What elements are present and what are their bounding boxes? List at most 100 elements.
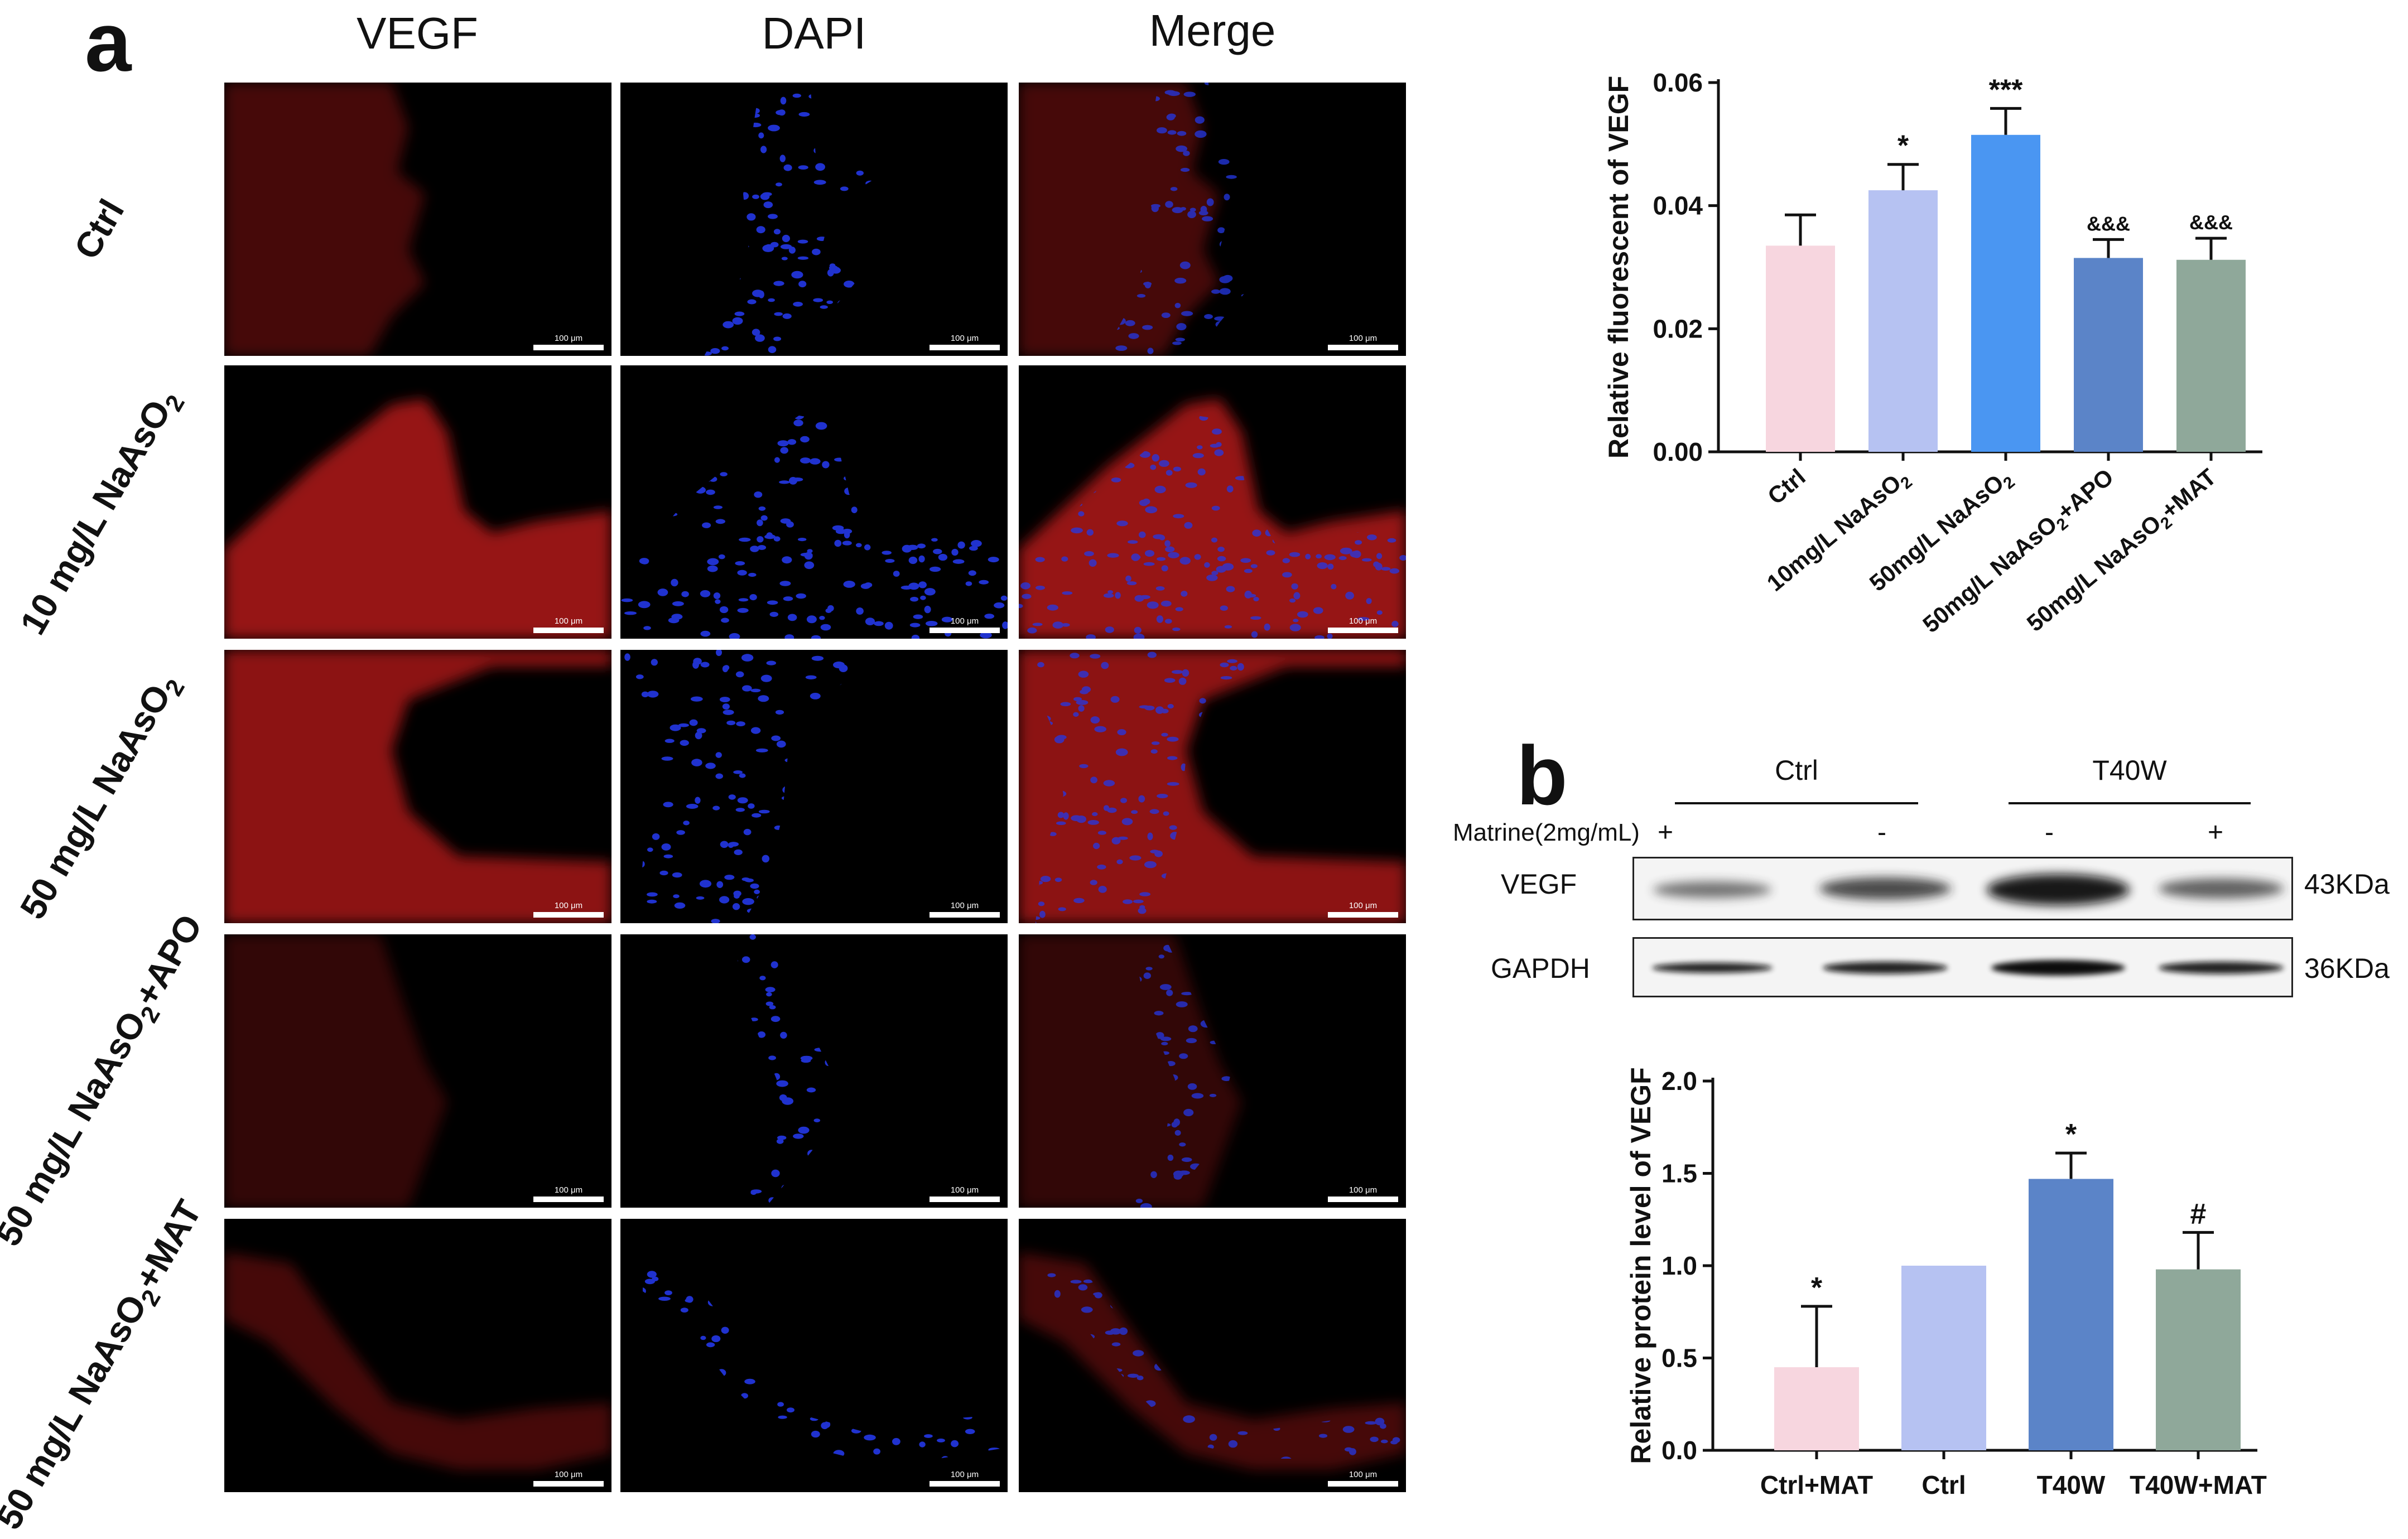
scale-bar-label: 100 μm	[554, 1185, 583, 1195]
y-axis-label: Relative protein level of VEGF	[1625, 1067, 1656, 1464]
scale-bar: 100 μm	[930, 334, 1000, 350]
significance-label-1: *	[1811, 1272, 1823, 1304]
micrograph-vegf-row-5: 100 μm	[224, 1219, 611, 1492]
micrograph-vegf-row-1: 100 μm	[224, 83, 611, 356]
scale-bar: 100 μm	[1328, 901, 1398, 918]
band-gapdh-1	[1652, 963, 1773, 973]
scale-bar: 100 μm	[1328, 616, 1398, 633]
bar-1	[1766, 245, 1835, 452]
category-label-4: T40W+MAT	[2130, 1470, 2267, 1499]
micrograph-dapi-row-4: 100 μm	[620, 934, 1008, 1208]
y-tick-label: 0.04	[1653, 191, 1703, 220]
significance-label-2: *	[1897, 130, 1909, 162]
significance-label-4: &&&	[2087, 212, 2130, 235]
scale-bar: 100 μm	[533, 1185, 604, 1202]
panel-a-letter: a	[85, 0, 132, 89]
scale-bar-label: 100 μm	[1349, 901, 1378, 910]
bar-4	[2074, 258, 2143, 452]
band-gapdh-4	[2159, 962, 2284, 974]
group-label-ctrl: Ctrl	[1775, 755, 1818, 786]
category-label-2: Ctrl	[1921, 1470, 1966, 1499]
scale-bar: 100 μm	[930, 1185, 1000, 1202]
treatment-sign-2: -	[1877, 818, 1886, 847]
micrograph-dapi-row-3: 100 μm	[620, 650, 1008, 923]
scale-bar: 100 μm	[1328, 334, 1398, 350]
category-label-3: T40W	[2037, 1470, 2106, 1499]
micrograph-dapi-row-1: 100 μm	[620, 83, 1008, 356]
row-label-2: 10 mg/L NaAsO2	[12, 390, 190, 641]
scale-bar: 100 μm	[1328, 1185, 1398, 1202]
western-blot-gapdh	[1632, 937, 2293, 997]
group-line-ctrl	[1675, 802, 1918, 804]
column-header-merge: Merge	[1149, 6, 1276, 55]
micrograph-merge-row-1: 100 μm	[1019, 83, 1406, 356]
band-vegf-3	[1987, 874, 2130, 905]
significance-label-3: *	[2065, 1118, 2077, 1151]
band-gapdh-3	[1991, 960, 2125, 976]
y-tick-label: 0.5	[1661, 1344, 1697, 1373]
y-tick-label: 1.0	[1661, 1251, 1697, 1280]
significance-label-3: ***	[1989, 74, 2023, 106]
band-vegf-2	[1819, 877, 1951, 900]
y-tick-label: 0.0	[1661, 1436, 1697, 1465]
band-vegf-4	[2159, 879, 2284, 899]
band-size-vegf: 43KDa	[2304, 869, 2390, 900]
scale-bar-label: 100 μm	[1349, 1470, 1378, 1479]
micrograph-dapi-row-5: 100 μm	[620, 1219, 1008, 1492]
y-tick-label: 0.00	[1653, 437, 1703, 466]
scale-bar-label: 100 μm	[1349, 616, 1378, 626]
scale-bar: 100 μm	[533, 616, 604, 633]
column-header-dapi: DAPI	[762, 8, 866, 58]
band-vegf-1	[1653, 881, 1771, 898]
micrograph-merge-row-4: 100 μm	[1019, 934, 1406, 1208]
scale-bar-label: 100 μm	[950, 334, 979, 343]
y-axis-label: Relative fluorescent of VEGF	[1603, 76, 1634, 459]
row-label-3: 50 mg/L NaAsO2	[12, 675, 190, 926]
micrograph-vegf-row-3: 100 μm	[224, 650, 611, 923]
micrograph-merge-row-5: 100 μm	[1019, 1219, 1406, 1492]
category-label-5: 50mg/L NaAsO2+MAT	[2022, 464, 2224, 640]
scale-bar-label: 100 μm	[554, 901, 583, 910]
bar-3	[1971, 134, 2040, 452]
group-line-t40w	[2009, 802, 2251, 804]
scale-bar-label: 100 μm	[950, 901, 979, 910]
scale-bar-label: 100 μm	[950, 616, 979, 626]
scale-bar-label: 100 μm	[1349, 334, 1378, 343]
significance-label-4: #	[2190, 1198, 2207, 1230]
treatment-sign-4: +	[2207, 818, 2224, 847]
significance-label-5: &&&	[2189, 211, 2233, 234]
bar-4	[2156, 1269, 2241, 1450]
scale-bar-label: 100 μm	[950, 1470, 979, 1479]
bar-1	[1774, 1367, 1859, 1450]
band-name-vegf: VEGF	[1501, 869, 1577, 900]
category-label-4: 50mg/L NaAsO2+APO	[1918, 464, 2121, 641]
group-label-t40w: T40W	[2092, 755, 2167, 786]
treatment-sign-3: -	[2045, 818, 2054, 847]
scale-bar: 100 μm	[533, 901, 604, 918]
micrograph-vegf-row-4: 100 μm	[224, 934, 611, 1208]
scale-bar: 100 μm	[930, 901, 1000, 918]
treatment-label: Matrine(2mg/mL)	[1453, 819, 1640, 846]
band-name-gapdh: GAPDH	[1491, 953, 1590, 984]
column-header-vegf: VEGF	[357, 8, 478, 58]
y-tick-label: 2.0	[1661, 1067, 1697, 1096]
micrograph-vegf-row-2: 100 μm	[224, 365, 611, 639]
category-label-1: Ctrl	[1762, 464, 1810, 510]
row-label-1: Ctrl	[66, 192, 132, 266]
scale-bar-label: 100 μm	[554, 334, 583, 343]
micrograph-merge-row-3: 100 μm	[1019, 650, 1406, 923]
scale-bar: 100 μm	[930, 1470, 1000, 1487]
scale-bar-label: 100 μm	[950, 1185, 979, 1195]
scale-bar-label: 100 μm	[554, 1470, 583, 1479]
bar-5	[2176, 259, 2246, 452]
western-blot-vegf	[1632, 857, 2293, 920]
bar-2	[1868, 190, 1938, 452]
scale-bar: 100 μm	[533, 1470, 604, 1487]
micrograph-merge-row-2: 100 μm	[1019, 365, 1406, 639]
scale-bar: 100 μm	[930, 616, 1000, 633]
band-size-gapdh: 36KDa	[2304, 953, 2390, 984]
treatment-sign-1: +	[1657, 818, 1674, 847]
scale-bar: 100 μm	[1328, 1470, 1398, 1487]
y-tick-label: 0.06	[1653, 68, 1703, 97]
